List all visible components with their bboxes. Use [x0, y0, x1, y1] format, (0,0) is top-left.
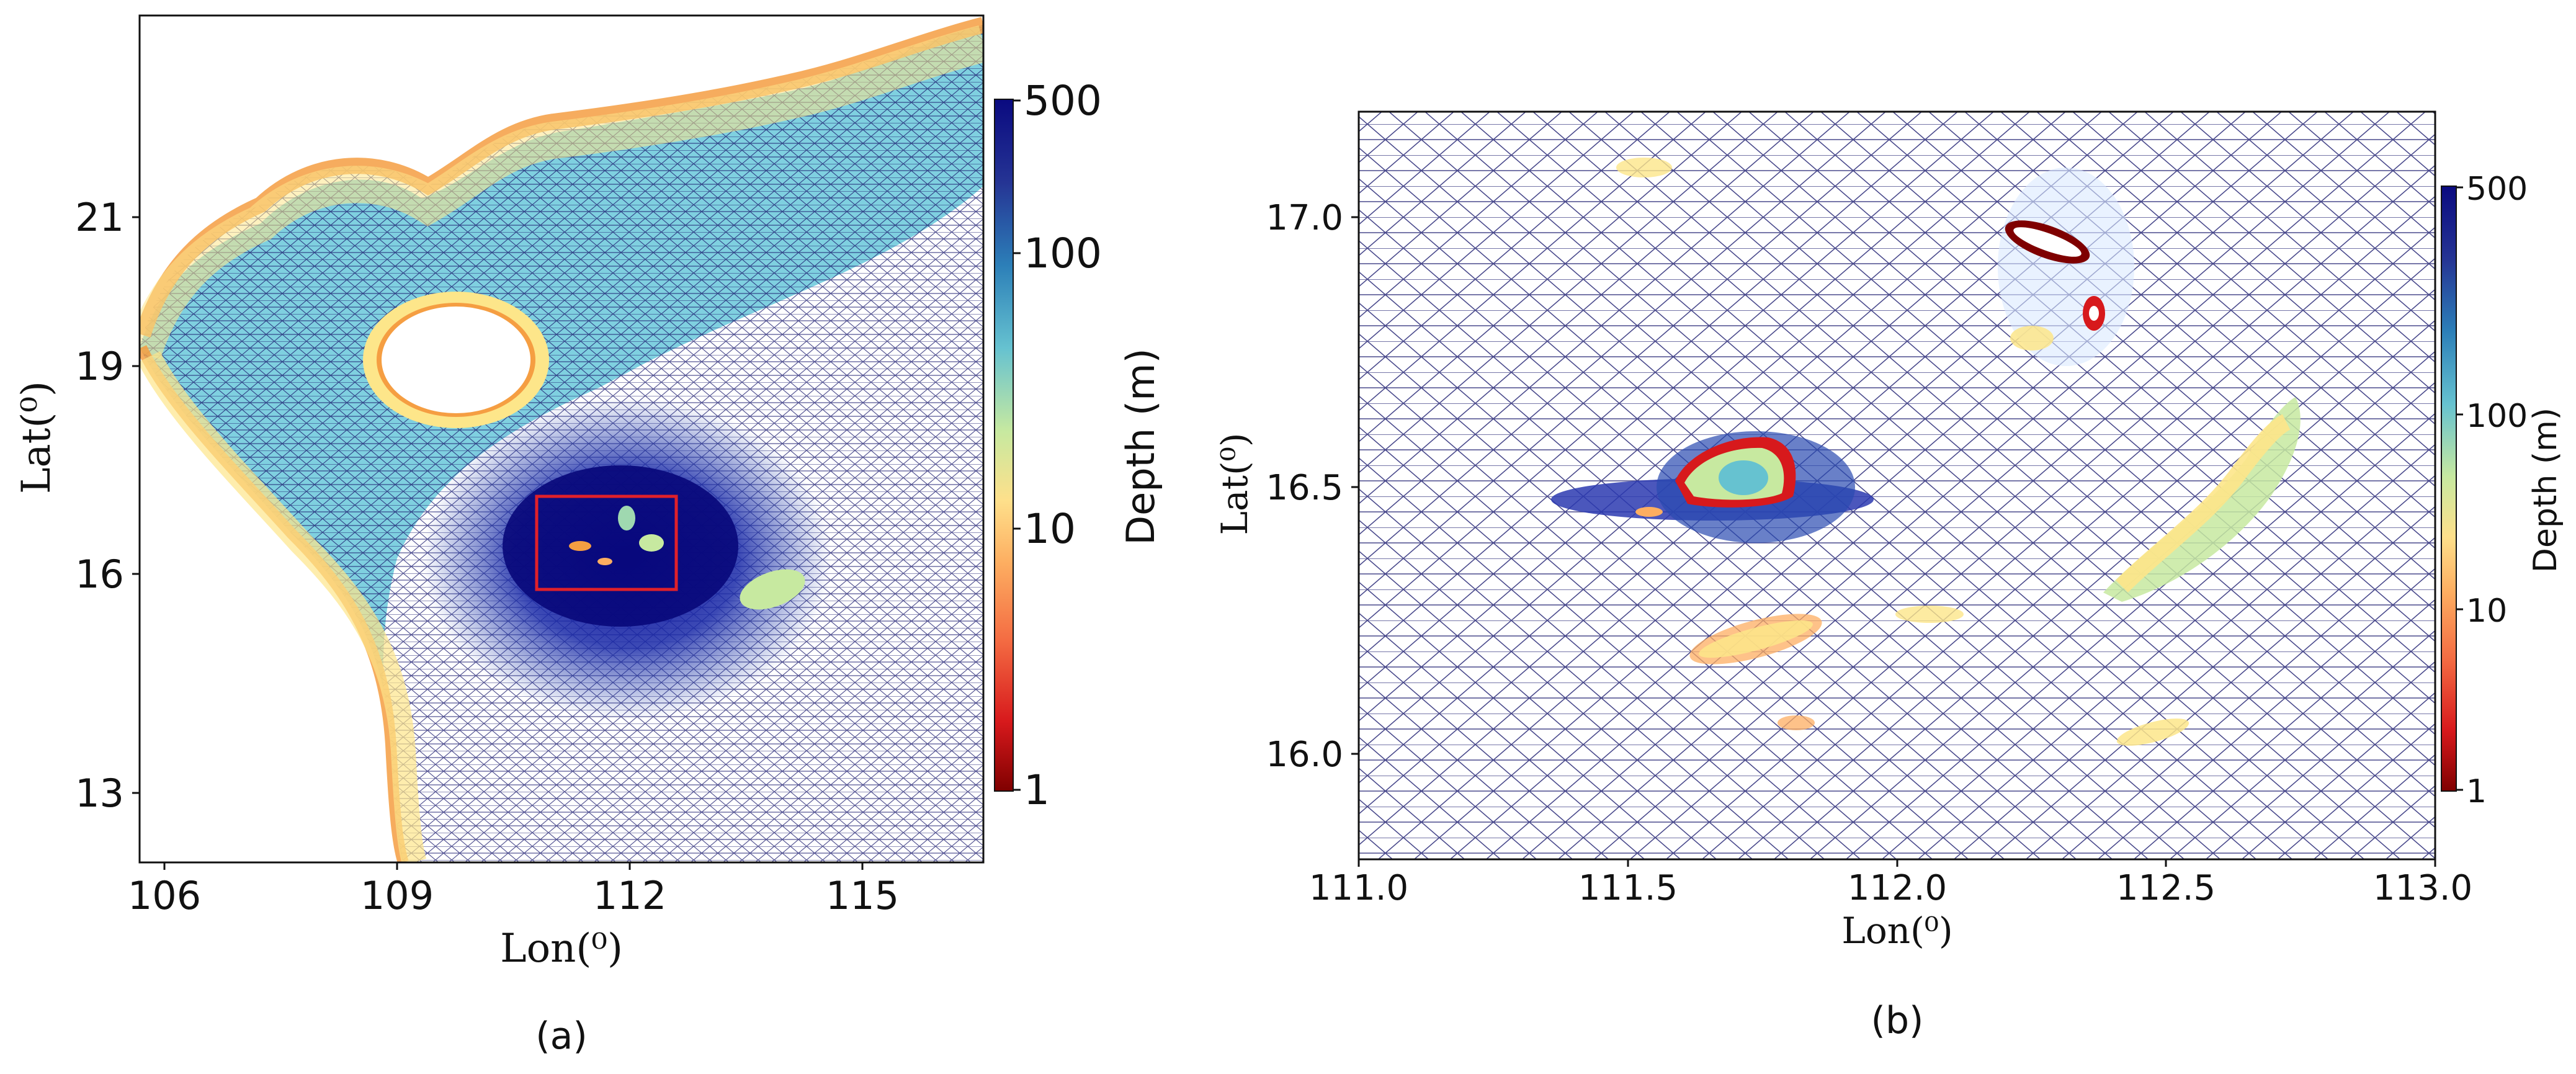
inset-box [535, 494, 678, 591]
panel-b-cbar-tick: 1 [2466, 773, 2487, 810]
panel-b-ytick: 17.0 [1266, 198, 1343, 238]
panel-a-cbar-label: Depth (m) [1118, 348, 1163, 545]
panel-a-ytick: 21 [75, 195, 124, 240]
panel-a-xlabel: Lon(⁰) [500, 926, 623, 972]
panel-a-caption: (a) [535, 1014, 588, 1058]
panel-a-yticks: 13 16 19 21 [75, 195, 140, 816]
panel-a-ytick: 16 [75, 552, 124, 597]
panel-b-cbar-label: Depth (m) [2527, 408, 2564, 573]
panel-a-ylabel: Lat(⁰) [14, 381, 60, 494]
panel-b-cbar-tick: 10 [2466, 593, 2507, 630]
panel-b-colorbar: 500 100 10 1 Depth (m) [2441, 171, 2564, 810]
panel-b-cbar-tick: 100 [2466, 398, 2528, 435]
panel-a-cbar-tick: 1 [1024, 766, 1050, 814]
panel-b-xticks: 111.0 111.5 112.0 112.5 113.0 [1309, 859, 2472, 908]
panel-b-ytick: 16.5 [1266, 468, 1343, 508]
panel-a-xtick: 106 [128, 873, 201, 918]
panel-a-frame [138, 14, 985, 864]
panel-a-ytick: 19 [75, 344, 124, 389]
panel-b-xtick: 112.5 [2116, 868, 2216, 908]
panel-a-cbar-tick: 100 [1024, 230, 1102, 277]
panel-b-ylabel: Lat(⁰) [1214, 433, 1256, 535]
panel-b-ytick: 16.0 [1266, 735, 1343, 775]
panel-a-colorbar: 500 100 10 1 Depth (m) [994, 77, 1163, 814]
panel-b-yticks: 16.0 16.5 17.0 [1266, 198, 1359, 775]
panel-a-xtick: 115 [826, 873, 899, 918]
panel-b-xtick: 112.0 [1848, 868, 1947, 908]
panel-b-cbar-tick: 500 [2466, 171, 2528, 208]
panel-a-cbar-tick: 10 [1024, 505, 1076, 553]
panel-b-xtick: 111.5 [1578, 868, 1678, 908]
panel-a-xticks: 106 109 112 115 [128, 862, 899, 918]
panel-a-xtick: 112 [593, 873, 666, 918]
panel-b-xtick: 113.0 [2373, 868, 2472, 908]
panel-a-map [140, 16, 983, 862]
panel-a-xtick: 109 [360, 873, 434, 918]
panel-b-caption: (b) [1871, 999, 1924, 1042]
panel-b-xlabel: Lon(⁰) [1841, 910, 1952, 952]
panel-b-xtick: 111.0 [1309, 868, 1408, 908]
panel-a-cbar-tick: 500 [1024, 77, 1102, 125]
panel-b-map [1359, 112, 2435, 859]
panel-a-ytick: 13 [75, 771, 124, 816]
